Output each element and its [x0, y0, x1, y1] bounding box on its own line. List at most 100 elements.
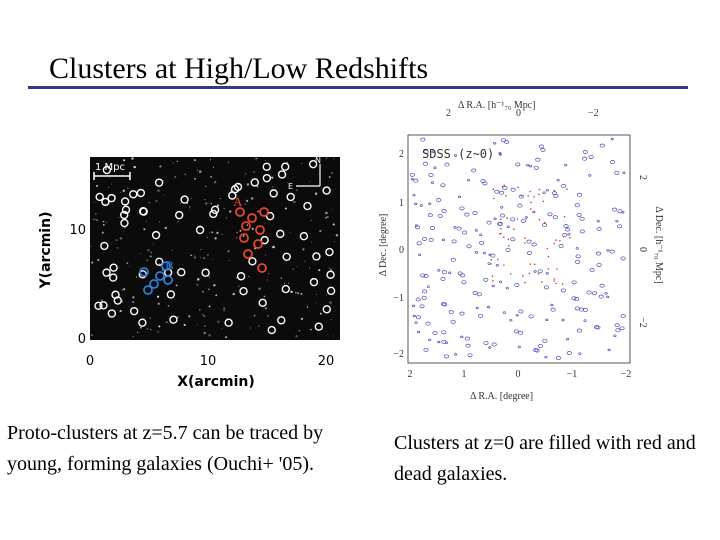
galaxy-circle: [260, 235, 269, 245]
left-figure-svg: 1 Mpc N E A B 0 10 20 0 10 X(arcmin) Y(a…: [38, 156, 340, 390]
sdss-galaxy: [538, 144, 544, 149]
sdss-galaxy: [518, 309, 524, 314]
sdss-galaxy: [410, 177, 414, 181]
group-b-markers: [139, 261, 173, 295]
galaxy-circle: [121, 205, 131, 215]
background-star: [159, 165, 162, 168]
galaxy-circle: [276, 229, 285, 239]
background-star: [96, 219, 99, 222]
sdss-galaxy: [419, 304, 425, 309]
background-star: [308, 180, 310, 182]
sdss-red-galaxy: [544, 221, 546, 224]
background-star: [272, 245, 275, 249]
galaxy-circle: [138, 207, 148, 216]
sdss-galaxy: [582, 150, 588, 155]
galaxy-circle: [299, 232, 309, 241]
background-star: [263, 295, 266, 298]
background-star: [244, 172, 247, 175]
background-star: [110, 183, 112, 185]
galaxy-circle: [166, 290, 176, 299]
background-star: [296, 189, 298, 191]
background-star: [212, 258, 214, 261]
group-b-galaxy: [161, 261, 171, 271]
background-star: [216, 204, 220, 207]
background-star: [145, 220, 147, 222]
background-star: [157, 302, 160, 305]
background-star: [325, 216, 328, 219]
background-star: [219, 197, 221, 199]
sdss-galaxy: [550, 307, 556, 312]
background-star: [300, 317, 304, 321]
background-star: [294, 291, 297, 294]
caption-proto-clusters: Proto-clusters at z=5.7 can be traced by…: [7, 422, 324, 475]
sdss-red-galaxy: [524, 242, 526, 244]
sdss-galaxy: [582, 156, 588, 161]
galaxy-circle: [99, 301, 108, 310]
background-star: [293, 200, 296, 204]
galaxy-circle: [312, 252, 321, 261]
background-star: [163, 179, 165, 181]
y-tick-10: 10: [69, 223, 86, 238]
left-tick-0: 0: [399, 245, 404, 256]
background-star: [255, 157, 257, 160]
background-star: [326, 294, 328, 296]
sdss-galaxy: [545, 188, 549, 192]
sdss-galaxy: [441, 270, 447, 275]
background-star: [133, 165, 136, 169]
background-star: [328, 250, 330, 252]
sdss-galaxy: [417, 330, 421, 334]
background-star: [213, 284, 216, 287]
sdss-galaxy: [441, 339, 447, 344]
background-star: [196, 278, 200, 281]
background-star: [116, 247, 119, 249]
background-star: [212, 166, 215, 169]
background-star: [209, 232, 210, 234]
sdss-galaxy: [474, 229, 478, 232]
background-star: [121, 288, 124, 292]
sdss-red-galaxy: [493, 197, 495, 200]
galaxy-circle: [262, 173, 272, 183]
galaxy-circle: [109, 263, 118, 272]
background-star: [148, 201, 150, 204]
background-star: [115, 238, 118, 242]
sdss-red-galaxy: [563, 236, 565, 238]
group-a-label: A: [233, 194, 243, 209]
background-star: [246, 224, 249, 226]
sdss-red-galaxy: [510, 273, 512, 275]
sdss-galaxy: [620, 256, 626, 261]
galaxy-circle: [151, 230, 161, 240]
background-star: [318, 268, 321, 272]
title-underline: [28, 86, 688, 89]
background-star: [265, 160, 267, 162]
background-star: [232, 292, 235, 296]
sdss-galaxy: [574, 203, 580, 208]
sdss-galaxy: [419, 204, 423, 207]
sdss-galaxy: [591, 291, 598, 296]
background-star: [176, 160, 178, 162]
top-tick-2: 2: [446, 108, 451, 119]
group-a-galaxy: [239, 233, 249, 243]
background-star: [163, 338, 165, 340]
background-star: [197, 169, 199, 171]
sdss-galaxy: [528, 314, 534, 319]
left-tick-2: 2: [399, 149, 404, 160]
sdss-galaxy: [575, 254, 581, 259]
sdss-galaxy: [620, 314, 626, 319]
background-star: [183, 323, 186, 327]
sdss-red-galaxy: [500, 218, 502, 220]
background-star: [319, 312, 322, 315]
background-star: [165, 321, 168, 324]
background-star: [91, 261, 94, 264]
sdss-galaxy: [574, 306, 580, 311]
background-star: [270, 215, 272, 217]
background-star: [196, 283, 199, 286]
background-star: [119, 191, 122, 194]
sdss-galaxy: [454, 353, 458, 356]
sdss-red-galaxy: [506, 217, 508, 219]
background-star: [235, 237, 237, 239]
sdss-red-galaxy: [542, 200, 544, 203]
sdss-galaxy: [506, 225, 510, 228]
sdss-galaxy: [589, 268, 595, 273]
background-star: [225, 336, 228, 339]
background-star: [200, 249, 202, 251]
